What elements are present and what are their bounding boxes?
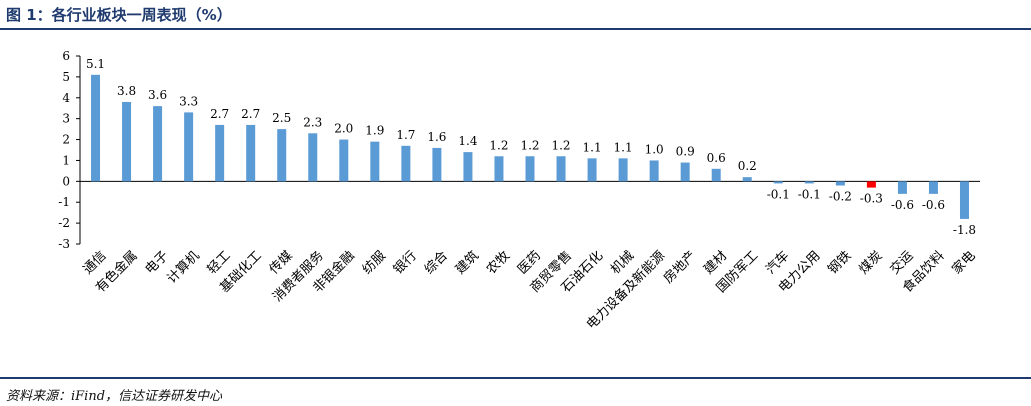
category-label: 家电 xyxy=(949,248,979,278)
bar-8 xyxy=(339,139,349,182)
category-label: 煤炭 xyxy=(856,248,885,277)
y-tick-label: 0 xyxy=(62,174,70,188)
value-label: 1.4 xyxy=(458,134,477,148)
bar-24 xyxy=(835,181,845,186)
bar-11 xyxy=(432,147,442,182)
category-label: 钢铁 xyxy=(825,248,854,277)
value-label: -0.6 xyxy=(891,198,914,212)
value-label: 5.1 xyxy=(86,57,105,71)
category-label: 建筑 xyxy=(452,248,482,278)
value-label: -0.1 xyxy=(767,187,790,201)
value-label: 2.7 xyxy=(241,107,260,121)
bar-3 xyxy=(184,112,194,182)
value-label: 1.2 xyxy=(551,138,570,152)
y-tick-label: -2 xyxy=(58,216,70,230)
value-label: 0.6 xyxy=(707,151,726,165)
value-label: 2.5 xyxy=(272,111,291,125)
bar-28 xyxy=(959,181,969,219)
title-bar: 图 1：各行业板块一周表现（%） xyxy=(0,0,1031,30)
y-tick-label: 6 xyxy=(62,49,70,63)
bar-12 xyxy=(463,152,473,182)
source-note: 资料来源：iFind，信达证券研发中心 xyxy=(6,389,223,404)
bar-chart: -3-2-101234565.1通信3.8有色金属3.6电子3.3计算机2.7轻… xyxy=(58,49,980,333)
bar-14 xyxy=(525,156,535,182)
chart-title: 图 1：各行业板块一周表现（%） xyxy=(6,6,232,24)
value-label: 0.2 xyxy=(738,159,757,173)
category-label: 综合 xyxy=(422,248,451,277)
bar-26 xyxy=(897,181,907,194)
bar-25 xyxy=(866,181,876,188)
bar-4 xyxy=(215,124,225,182)
y-tick-label: 3 xyxy=(62,112,70,126)
value-label: 0.9 xyxy=(676,145,695,159)
y-tick-label: 5 xyxy=(62,70,70,84)
bar-6 xyxy=(277,129,287,182)
value-label: -0.2 xyxy=(829,190,852,204)
y-tick-label: 2 xyxy=(62,133,70,147)
bar-7 xyxy=(308,133,318,182)
bar-17 xyxy=(618,158,628,182)
category-label: 计算机 xyxy=(164,248,202,286)
value-label: -1.8 xyxy=(953,223,976,237)
category-label: 农牧 xyxy=(484,248,513,277)
value-label: 3.3 xyxy=(179,94,198,108)
y-tick-label: -3 xyxy=(58,237,70,251)
bottom-rule xyxy=(0,377,1031,379)
category-label: 房地产 xyxy=(660,248,699,287)
value-label: 1.9 xyxy=(365,124,384,138)
bar-5 xyxy=(246,124,256,182)
value-label: -0.1 xyxy=(798,187,821,201)
value-label: 1.1 xyxy=(614,140,633,154)
value-label: 1.1 xyxy=(583,140,602,154)
category-label: 纺服 xyxy=(360,248,389,277)
y-tick-label: 4 xyxy=(62,91,70,105)
value-label: 1.7 xyxy=(396,128,415,142)
bar-22 xyxy=(773,181,783,184)
value-label: 2.3 xyxy=(303,115,322,129)
value-label: -0.6 xyxy=(922,198,945,212)
bar-0 xyxy=(91,74,101,182)
bar-10 xyxy=(401,145,411,182)
y-tick-label: 1 xyxy=(62,153,70,167)
value-label: 1.6 xyxy=(427,130,446,144)
value-label: 1.2 xyxy=(489,138,508,152)
bar-21 xyxy=(742,177,752,182)
bar-19 xyxy=(680,162,690,182)
value-label: 2.0 xyxy=(334,122,353,136)
bar-13 xyxy=(494,156,504,182)
category-label: 银行 xyxy=(391,248,420,277)
bar-9 xyxy=(370,141,380,182)
bar-1 xyxy=(122,101,132,182)
bar-15 xyxy=(556,156,566,182)
value-label: 3.6 xyxy=(148,88,167,102)
chart-area: -3 -2 -1 0 1 2 3 4 5 6 5.1 通信 3.8 有色金属 3.6 电子 3.3 计算机 2.7 轻… xyxy=(0,32,1031,372)
value-label: -0.3 xyxy=(860,192,883,206)
value-label: 2.7 xyxy=(210,107,229,121)
bar-27 xyxy=(928,181,938,194)
bar-20 xyxy=(711,168,721,182)
bar-18 xyxy=(649,160,659,182)
value-label: 3.8 xyxy=(117,84,136,98)
y-tick-label: -1 xyxy=(58,195,70,209)
title-rule xyxy=(0,28,1031,30)
bar-2 xyxy=(153,106,163,182)
value-label: 1.0 xyxy=(645,142,664,156)
bar-16 xyxy=(587,158,597,182)
value-label: 1.2 xyxy=(520,138,539,152)
bar-23 xyxy=(804,181,814,184)
